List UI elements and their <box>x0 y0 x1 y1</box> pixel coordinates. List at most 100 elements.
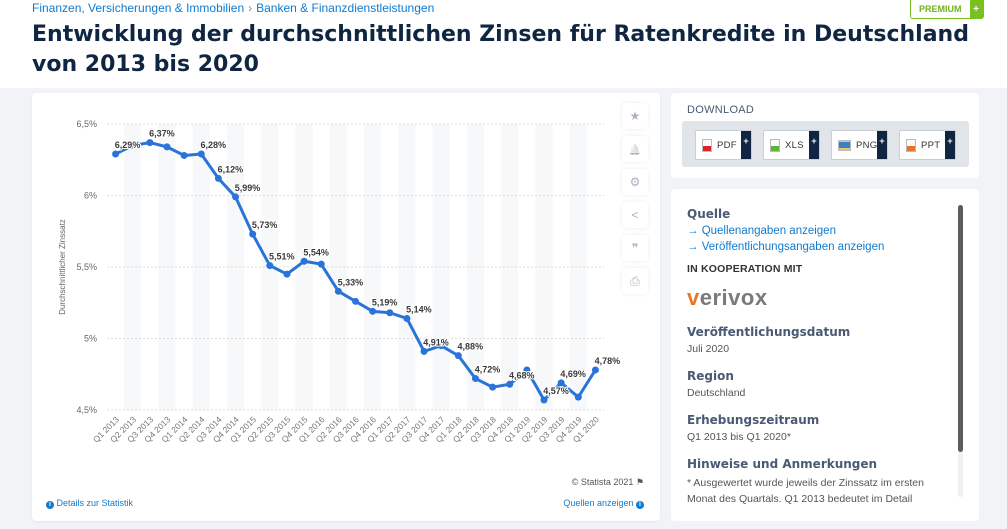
data-point[interactable] <box>352 297 359 305</box>
download-label: PPT <box>921 139 941 151</box>
data-point[interactable] <box>317 260 325 268</box>
data-label: 4,72% <box>475 365 501 375</box>
notes-heading: Hinweise und Anmerkungen <box>687 457 878 471</box>
print-icon: ⎙ <box>630 274 640 288</box>
publication-link[interactable]: → Veröffentlichungsangaben anzeigen <box>687 241 885 253</box>
data-point[interactable] <box>266 262 274 270</box>
download-label: PDF <box>717 139 737 151</box>
data-label: 4,69% <box>560 369 586 379</box>
data-point[interactable] <box>489 383 497 391</box>
data-point[interactable] <box>403 314 411 322</box>
info-content: Quelle → Quellenangaben anzeigen → Veröf… <box>687 207 952 507</box>
download-label: PNG <box>856 139 878 151</box>
info-scrollbar[interactable] <box>958 205 963 497</box>
data-point[interactable] <box>506 380 514 388</box>
data-label: 5,14% <box>406 304 432 314</box>
gear-icon: ⚙ <box>629 175 641 189</box>
data-point[interactable] <box>146 139 154 147</box>
data-label: 5,54% <box>303 247 329 257</box>
premium-badge[interactable]: PREMIUM + <box>910 0 984 19</box>
data-point[interactable] <box>232 193 240 201</box>
source-link[interactable]: → Quellenangaben anzeigen <box>687 225 836 237</box>
y-tick-label: 5,5% <box>76 262 97 272</box>
data-label: 4,88% <box>458 342 484 352</box>
column-band <box>569 124 587 410</box>
data-point[interactable] <box>214 174 222 182</box>
data-point[interactable] <box>112 150 120 158</box>
data-label: 5,33% <box>338 277 364 287</box>
data-point[interactable] <box>180 151 188 159</box>
download-xls-button[interactable]: XLS + <box>763 130 820 160</box>
data-point[interactable] <box>540 396 548 404</box>
breadcrumb: Finanzen, Versicherungen & Immobilien › Ba… <box>32 1 434 15</box>
data-label: 4,68% <box>509 370 535 380</box>
data-point[interactable] <box>249 230 257 238</box>
star-icon: ★ <box>629 109 641 123</box>
share-button[interactable]: < <box>622 202 648 228</box>
data-point[interactable] <box>523 366 531 374</box>
print-button[interactable]: ⎙ <box>622 268 648 294</box>
survey-period-heading: Erhebungszeitraum <box>687 413 820 427</box>
notification-button[interactable]: 🔔 <box>622 136 648 162</box>
copyright-text: © Statista 2021 <box>571 477 634 487</box>
breadcrumb-item-finance[interactable]: Finanzen, Versicherungen & Immobilien <box>32 1 245 15</box>
favorite-button[interactable]: ★ <box>622 103 648 129</box>
sources-link[interactable]: Quellen anzeigen i <box>563 498 644 509</box>
png-image-icon <box>838 139 851 151</box>
release-date: Juli 2020 <box>687 343 730 355</box>
y-tick-label: 6% <box>84 191 97 201</box>
download-ppt-button[interactable]: PPT + <box>899 130 956 160</box>
plus-icon: + <box>945 131 955 159</box>
plus-icon: + <box>741 131 751 159</box>
sources-label: Quellen anzeigen <box>563 498 634 508</box>
data-point[interactable] <box>454 352 462 360</box>
premium-label: PREMIUM <box>919 4 962 14</box>
download-png-button[interactable]: PNG + <box>831 130 888 160</box>
download-pdf-button[interactable]: PDF + <box>695 130 752 160</box>
data-point[interactable] <box>369 307 377 315</box>
ppt-file-icon <box>906 138 916 152</box>
y-axis-label: Durchschnittlicher Zinssatz <box>58 219 67 315</box>
data-point[interactable] <box>334 287 342 295</box>
chart-toolbar: ★ 🔔 ⚙ < ❞ ⎙ <box>622 103 650 301</box>
bell-icon: 🔔 <box>628 145 642 156</box>
cooperation-heading: IN KOOPERATION MIT <box>687 263 803 275</box>
download-label: XLS <box>785 139 804 151</box>
data-point[interactable] <box>471 375 479 383</box>
data-point[interactable] <box>437 342 445 350</box>
scrollbar-thumb[interactable] <box>958 205 963 452</box>
plus-icon: + <box>809 131 819 159</box>
data-point[interactable] <box>300 257 308 265</box>
breadcrumb-separator: › <box>248 1 253 15</box>
info-icon: i <box>46 501 54 509</box>
cite-button[interactable]: ❞ <box>622 235 648 261</box>
page-header: Finanzen, Versicherungen & Immobilien › Ba… <box>0 0 1007 88</box>
info-icon: i <box>636 501 644 509</box>
data-point[interactable] <box>386 309 394 317</box>
release-date-heading: Veröffentlichungsdatum <box>687 325 851 339</box>
data-label: 4,57% <box>543 386 569 396</box>
pdf-file-icon <box>702 138 712 152</box>
verivox-logo: verivox <box>687 285 768 310</box>
details-link[interactable]: i Details zur Statistik <box>46 498 133 509</box>
plus-icon: + <box>969 0 983 18</box>
copyright: © Statista 2021 ⚑ <box>572 477 644 488</box>
flag-icon[interactable]: ⚑ <box>635 477 644 487</box>
settings-button[interactable]: ⚙ <box>622 169 648 195</box>
notes-text: * Ausgewertet wurde jeweils der Zinssatz… <box>687 477 924 505</box>
data-point[interactable] <box>283 270 291 278</box>
y-tick-label: 5% <box>84 334 97 344</box>
breadcrumb-item-banks[interactable]: Banken & Finanzdienstleistungen <box>256 1 435 15</box>
data-label: 5,51% <box>269 252 295 262</box>
data-point[interactable] <box>129 141 137 149</box>
data-point[interactable] <box>420 347 428 355</box>
data-point[interactable] <box>163 143 171 151</box>
data-label: 5,19% <box>372 297 398 307</box>
data-point[interactable] <box>197 150 205 158</box>
y-tick-label: 4,5% <box>76 405 97 415</box>
chart-card: 4,5% 5% 5,5% 6% 6,5% Durchschnittlicher Zinss… <box>32 93 660 521</box>
data-point[interactable] <box>574 393 582 401</box>
data-point[interactable] <box>557 379 565 387</box>
data-point[interactable] <box>591 366 599 374</box>
region-value: Deutschland <box>687 387 746 399</box>
